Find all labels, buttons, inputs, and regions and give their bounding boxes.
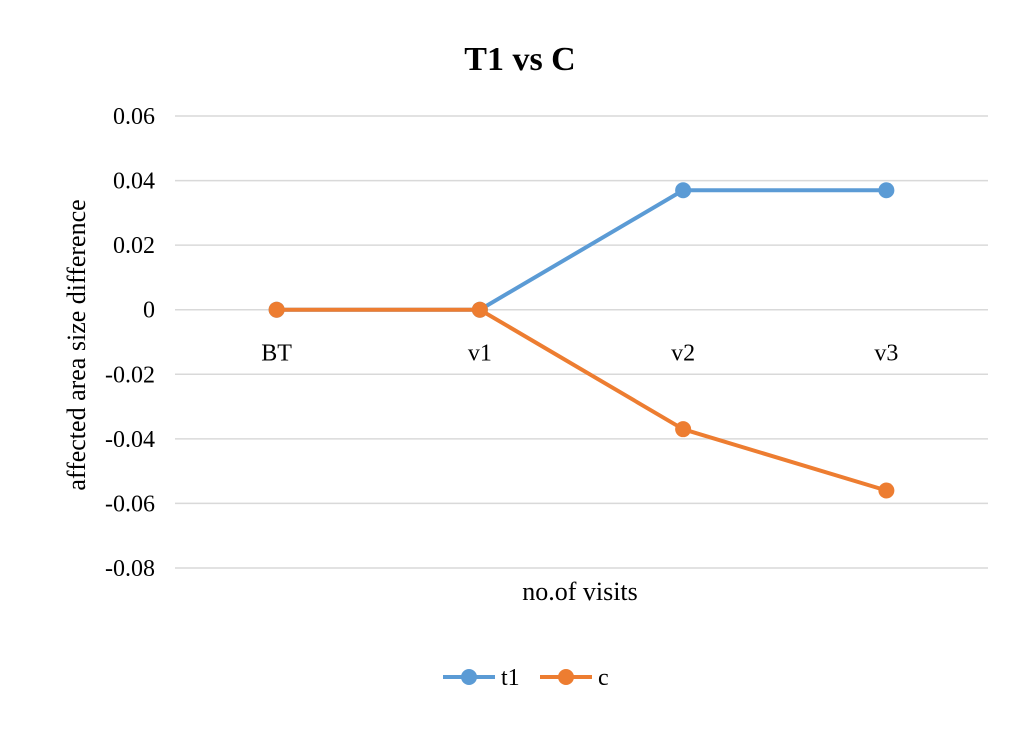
y-tick-label: -0.08: [105, 556, 155, 582]
data-point-c: [268, 301, 285, 318]
data-point-c: [878, 482, 895, 499]
y-tick-label: -0.06: [105, 491, 155, 517]
y-tick-label: -0.04: [105, 427, 155, 453]
y-tick-label: 0: [143, 298, 155, 324]
y-axis-ticks: 0.06 0.04 0.02 0 -0.02 -0.04 -0.06 -0.08: [105, 104, 155, 582]
y-tick-label: 0.02: [113, 233, 155, 259]
x-tick-label: v1: [468, 341, 492, 367]
y-tick-label: 0.04: [113, 169, 155, 195]
x-tick-label: BT: [261, 341, 292, 367]
data-point-c: [675, 421, 692, 438]
y-tick-label: -0.02: [105, 362, 155, 388]
legend-marker: [461, 669, 477, 685]
legend-marker: [558, 669, 574, 685]
data-point-t1: [675, 182, 692, 199]
legend-item-t1: t1: [443, 665, 520, 691]
legend: t1 c: [443, 665, 609, 691]
y-axis-label: affected area size difference: [62, 199, 91, 490]
series-t1: [268, 182, 895, 318]
series-group: [268, 182, 895, 499]
series-line-c: [276, 307, 887, 493]
x-axis-ticks: BT v1 v2 v3: [261, 341, 898, 367]
y-tick-label: 0.06: [113, 104, 155, 130]
series-c: [268, 301, 895, 499]
x-tick-label: v2: [671, 341, 695, 367]
x-axis-label: no.of visits: [522, 577, 638, 606]
legend-label: c: [598, 665, 609, 691]
gridlines: [175, 115, 988, 569]
x-tick-label: v3: [874, 341, 898, 367]
series-line-t1: [276, 188, 887, 312]
legend-label: t1: [501, 665, 520, 691]
legend-item-c: c: [540, 665, 609, 691]
data-point-c: [471, 301, 488, 318]
data-point-t1: [878, 182, 895, 199]
chart-title: T1 vs C: [464, 41, 575, 78]
